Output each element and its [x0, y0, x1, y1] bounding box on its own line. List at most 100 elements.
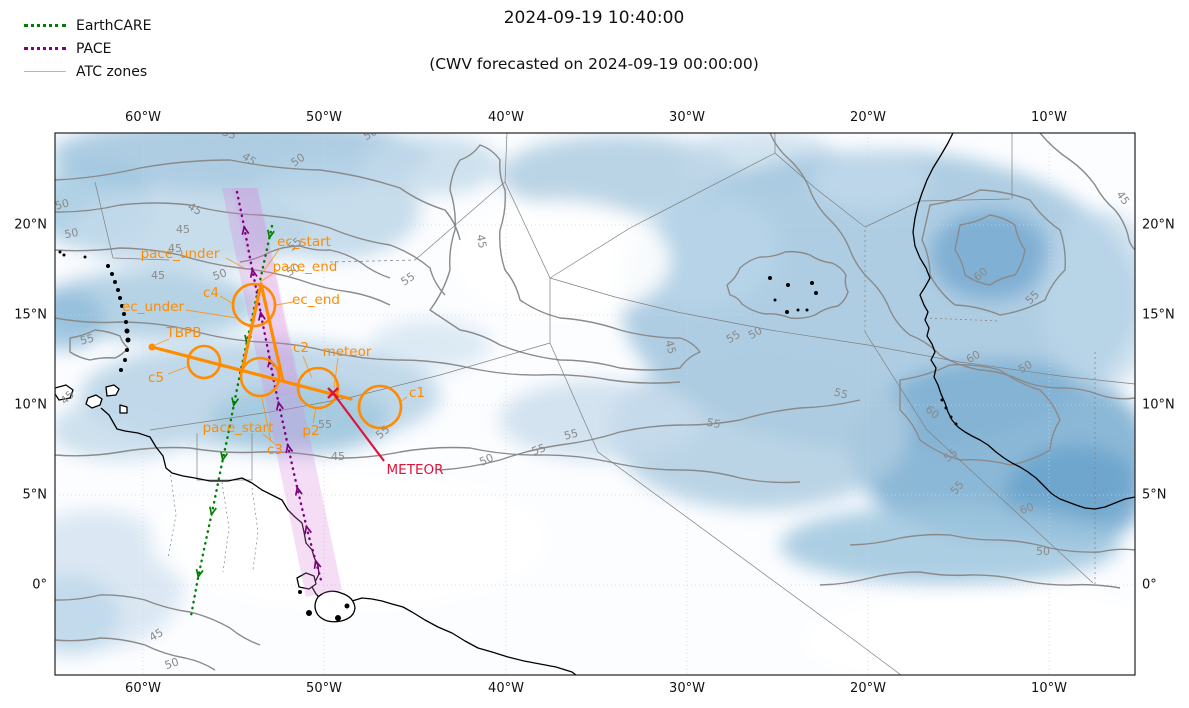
contour-label: 50 — [361, 125, 380, 143]
legend-label: PACE — [76, 40, 112, 57]
annotation-c5: c5 — [147, 370, 165, 386]
island-dot — [118, 296, 122, 300]
annotation-c4: c4 — [202, 285, 220, 301]
annotation-meteor: meteor — [322, 344, 372, 360]
pace-direction-arrow — [257, 310, 266, 321]
island-dot — [83, 255, 87, 259]
map-frame — [54, 132, 1136, 676]
contour-label: 55 — [724, 328, 743, 346]
leader-line — [185, 309, 238, 319]
flight-circle — [231, 282, 277, 328]
flight-leg — [259, 282, 285, 383]
coastline — [100, 407, 577, 675]
cwv-blob — [450, 200, 670, 320]
contour-label: 50 — [746, 324, 765, 342]
annotation-c2: c2 — [292, 340, 310, 356]
earthcare-direction-arrow — [195, 568, 204, 579]
tbpb-point — [148, 343, 156, 351]
atc-zone-line — [329, 259, 416, 263]
island-dot — [124, 328, 130, 334]
island-dot — [62, 253, 66, 257]
island-dot — [58, 250, 62, 254]
leader-line — [167, 365, 190, 375]
island — [105, 384, 120, 397]
cwv-contours — [55, 133, 1135, 671]
pace-track — [235, 190, 323, 582]
x-tick-bottom: 10°W — [1031, 681, 1067, 696]
y-tick-left: 0° — [32, 577, 47, 593]
contour-label: 45 — [331, 450, 345, 463]
legend-label: EarthCARE — [76, 17, 152, 34]
atc-zone-line — [549, 277, 1135, 385]
earthcare-direction-arrow — [231, 397, 240, 408]
x-tick-top: 20°W — [850, 110, 886, 125]
annotation-c1: c1 — [408, 385, 426, 401]
annotation-tbpb: TBPB — [166, 325, 202, 341]
contour-label: 50 — [163, 655, 181, 672]
contour-line — [69, 329, 129, 361]
island-dot — [298, 590, 302, 594]
x-tick-bottom: 20°W — [850, 681, 886, 696]
cwv-blob — [810, 150, 930, 210]
pace-direction-arrow — [304, 524, 312, 535]
atc-zone-line — [94, 181, 170, 261]
island-dot — [120, 304, 124, 308]
contour-line — [429, 144, 701, 371]
y-tick-left: 15°N — [14, 307, 47, 323]
leader-line — [262, 247, 281, 273]
contour-line — [55, 159, 461, 241]
leader-line — [259, 270, 278, 283]
island — [55, 384, 74, 401]
island-dot — [113, 280, 117, 284]
cwv-blob — [780, 505, 1120, 585]
x-tick-top: 40°W — [488, 110, 524, 125]
atc-line-sample — [24, 71, 66, 72]
island — [119, 404, 128, 414]
island-dot — [335, 615, 341, 621]
atc-zones — [94, 133, 1135, 675]
pace-swath — [232, 188, 302, 397]
island-dot — [805, 308, 809, 312]
island-dot — [116, 288, 120, 292]
x-tick-bottom: 30°W — [669, 681, 705, 696]
pace-direction-arrow — [313, 558, 322, 569]
contour-label: 55 — [563, 427, 580, 443]
plot-title: 2024-09-19 10:40:00 — [503, 8, 685, 28]
island-dot — [106, 264, 110, 268]
contour-label: 45 — [147, 626, 166, 644]
y-tick-right: 20°N — [1142, 217, 1175, 233]
contour-label: 55 — [706, 416, 722, 431]
earthcare-line-sample — [24, 24, 66, 27]
leader-line — [219, 295, 235, 305]
contour-line — [439, 399, 861, 471]
contour-line — [55, 317, 681, 384]
contour-label: 50 — [54, 197, 71, 213]
x-tick-top: 10°W — [1031, 110, 1067, 125]
contour-label: 45 — [151, 269, 165, 282]
island — [85, 394, 103, 409]
contour-line — [954, 214, 1026, 286]
cwv-blob — [930, 210, 1050, 300]
cwv-blob — [150, 470, 550, 610]
annotation-leaders — [154, 247, 408, 445]
island-dot — [940, 398, 944, 402]
island — [296, 572, 317, 590]
y-tick-right: 5°N — [1142, 487, 1167, 503]
annotation-pace_end: pace_end — [272, 259, 338, 275]
cwv-blob — [500, 380, 700, 460]
contour-label: 45 — [474, 233, 489, 249]
atc-zone-line — [774, 152, 866, 228]
y-tick-right: 0° — [1142, 577, 1157, 593]
island-dot — [119, 368, 123, 372]
flight-leg — [150, 345, 353, 401]
pace-direction-arrow — [294, 485, 303, 496]
contour-label: 45 — [662, 339, 678, 356]
annotation-pace_under: pace_under — [140, 246, 220, 262]
contour-line — [55, 594, 261, 646]
contour-line — [849, 533, 1135, 553]
cwv-blob — [210, 385, 390, 455]
earthcare-direction-arrow — [220, 451, 229, 462]
contour-line — [1039, 133, 1135, 251]
